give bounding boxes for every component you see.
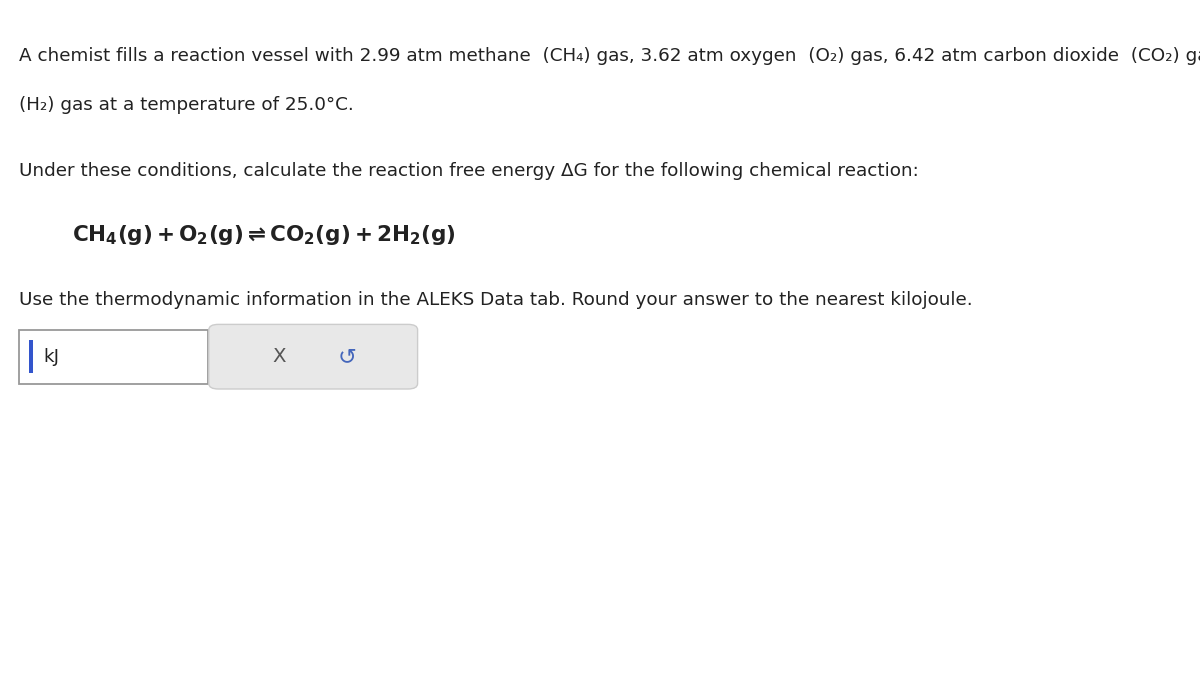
Text: A chemist fills a reaction vessel with 2.99 atm methane  (CH₄) gas, 3.62 atm oxy: A chemist fills a reaction vessel with 2… [19, 47, 1200, 65]
Text: ↺: ↺ [338, 347, 356, 367]
FancyBboxPatch shape [29, 340, 34, 374]
Text: Use the thermodynamic information in the ALEKS Data tab. Round your answer to th: Use the thermodynamic information in the… [19, 291, 973, 309]
FancyBboxPatch shape [209, 324, 418, 389]
Text: X: X [272, 347, 286, 366]
FancyBboxPatch shape [19, 330, 208, 384]
Text: Under these conditions, calculate the reaction free energy ΔG for the following : Under these conditions, calculate the re… [19, 162, 919, 180]
Text: (H₂) gas at a temperature of 25.0°C.: (H₂) gas at a temperature of 25.0°C. [19, 96, 354, 114]
Text: kJ: kJ [43, 348, 59, 365]
Text: $\mathbf{CH_4(g)+O_2(g) \rightleftharpoons CO_2(g)+2H_2(g)}$: $\mathbf{CH_4(g)+O_2(g) \rightleftharpoo… [72, 223, 456, 248]
